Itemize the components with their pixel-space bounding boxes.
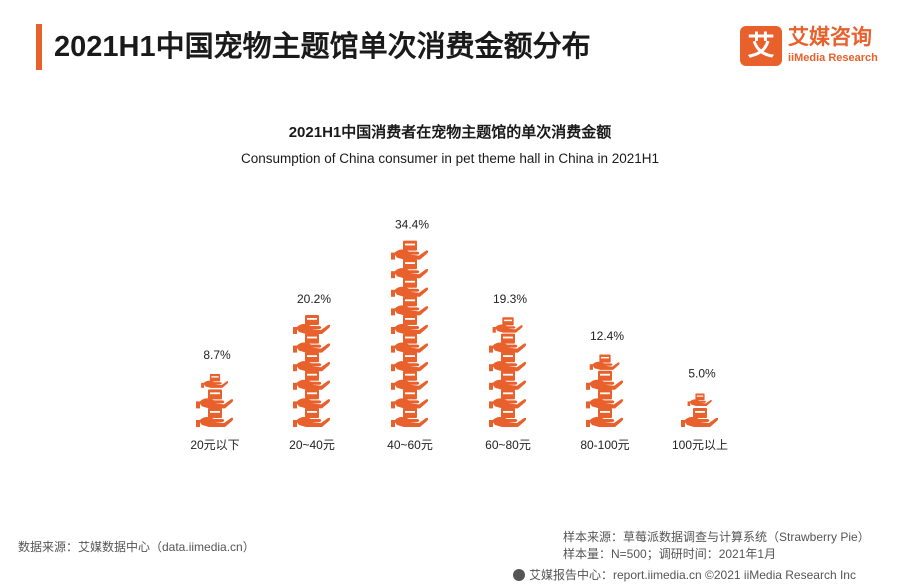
data-label: 19.3% [493, 292, 527, 306]
hand-holding-box-icon [201, 374, 229, 388]
chart-subtitle: Consumption of China consumer in pet the… [241, 151, 659, 166]
hand-holding-box-icon [391, 352, 429, 372]
bar-2: 20.2% [293, 292, 331, 427]
logo-mark: 艾 [740, 26, 782, 66]
hand-holding-box-icon [391, 333, 429, 353]
hand-holding-box-icon [391, 370, 429, 390]
hand-holding-box-icon [489, 389, 527, 409]
page-title: 2021H1中国宠物主题馆单次消费金额分布 [54, 31, 591, 63]
hand-holding-box-icon [489, 370, 527, 390]
sample-size: 样本量：N=500；调研时间：2021年1月 [563, 547, 777, 561]
report-center-footer: 艾媒报告中心：report.iimedia.cn ©2021 iiMedia R… [513, 566, 856, 583]
logo-text-en: iiMedia Research [788, 52, 878, 64]
category-label: 40~60元 [387, 438, 433, 452]
hand-holding-box-icon [293, 333, 331, 353]
report-center-text: 艾媒报告中心：report.iimedia.cn ©2021 iiMedia R… [529, 568, 856, 582]
hand-holding-box-icon [293, 389, 331, 409]
hand-holding-box-icon [586, 408, 624, 427]
globe-icon [513, 569, 525, 581]
iimedia-logo: 艾 艾媒咨询 iiMedia Research [740, 26, 885, 70]
title-accent-bar [36, 24, 42, 70]
category-label: 60~80元 [485, 438, 531, 452]
hand-holding-box-icon [391, 296, 429, 316]
data-label: 34.4% [395, 218, 429, 232]
bar-1: 8.7% [196, 348, 234, 427]
hand-holding-box-icon [681, 408, 719, 427]
bar-3: 34.4% [391, 218, 429, 427]
hand-holding-box-icon [391, 408, 429, 427]
category-label: 20~40元 [289, 438, 335, 452]
data-label: 8.7% [203, 348, 231, 362]
data-label: 5.0% [688, 366, 716, 380]
bar-4: 19.3% [489, 292, 527, 427]
sample-source: 样本来源：草莓派数据调查与计算系统（Strawberry Pie） [563, 530, 870, 544]
hand-holding-box-icon [196, 389, 234, 409]
hand-holding-box-icon [196, 408, 234, 427]
hand-holding-box-icon [492, 317, 523, 333]
bar-6: 5.0% [681, 366, 719, 427]
hand-holding-box-icon [489, 352, 527, 372]
bar-5: 12.4% [586, 329, 624, 427]
data-label: 12.4% [590, 329, 624, 343]
category-label: 20元以下 [190, 438, 239, 452]
hand-holding-box-icon [589, 354, 620, 370]
data-source: 数据来源：艾媒数据中心（data.iimedia.cn） [18, 540, 255, 554]
hand-holding-box-icon [687, 393, 712, 406]
hand-holding-box-icon [391, 315, 429, 334]
logo-text-cn: 艾媒咨询 [788, 26, 872, 49]
hand-holding-box-icon [391, 389, 429, 409]
hand-holding-box-icon [391, 240, 429, 260]
hand-holding-box-icon [293, 408, 331, 427]
chart-title: 2021H1中国消费者在宠物主题馆的单次消费金额 [288, 124, 612, 141]
hand-holding-box-icon [391, 277, 429, 297]
data-label: 20.2% [297, 292, 331, 306]
hand-holding-box-icon [293, 315, 331, 334]
hand-holding-box-icon [489, 408, 527, 427]
hand-holding-box-icon [391, 259, 429, 279]
hand-holding-box-icon [293, 352, 331, 372]
hand-holding-box-icon [586, 370, 624, 390]
category-label: 100元以上 [672, 438, 728, 452]
hand-holding-box-icon [586, 389, 624, 409]
hand-holding-box-icon [293, 370, 331, 390]
category-label: 80-100元 [580, 438, 629, 452]
hand-holding-box-icon [489, 333, 527, 353]
